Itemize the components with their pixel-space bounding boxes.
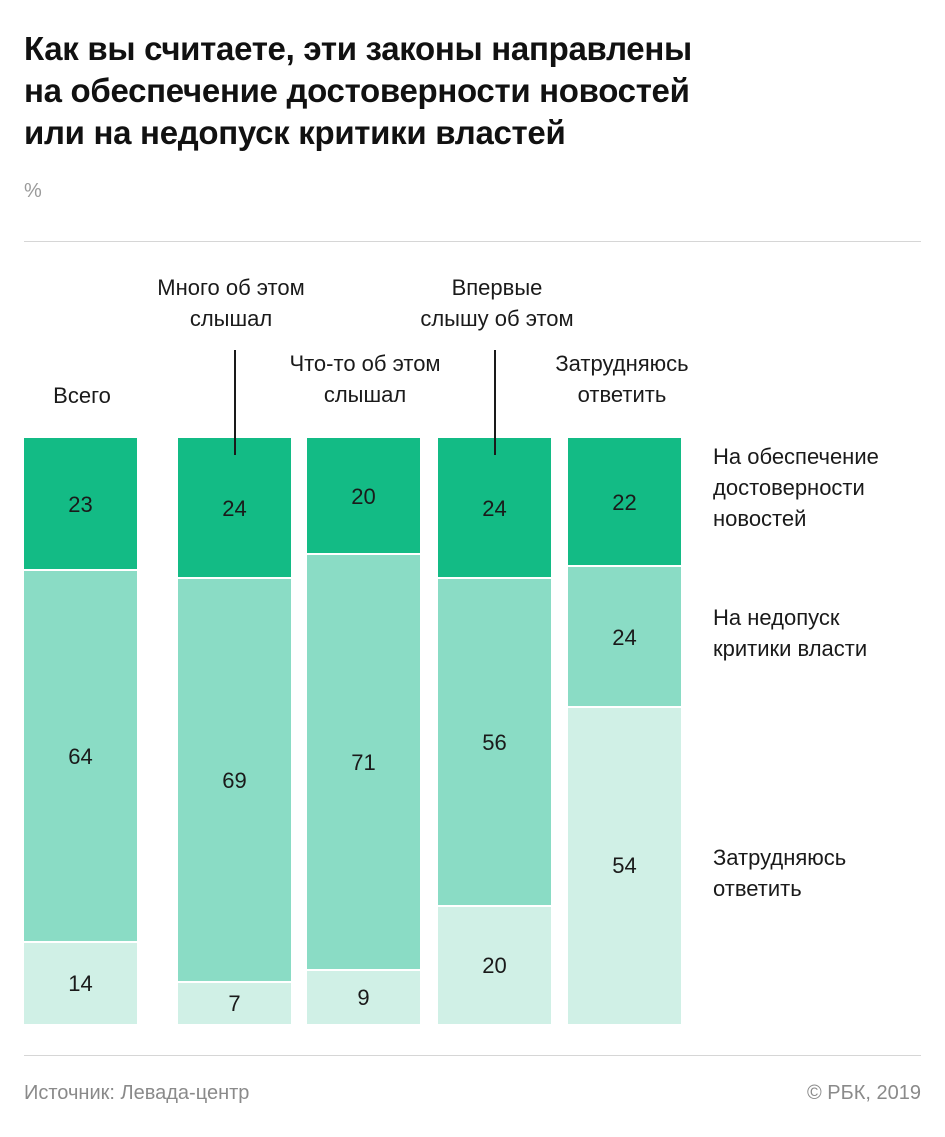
bar-1-segment-3 — [24, 943, 137, 1024]
bar-5-value-label-2: 24 — [612, 624, 637, 650]
legend-label-2: На недопуск критики власти — [713, 602, 867, 664]
legend-label-3: Затрудняюсь ответить — [713, 842, 846, 904]
bar-4-segment-1 — [438, 438, 551, 577]
bar-4-segment-3 — [438, 907, 551, 1024]
bar-5-segment-2 — [568, 567, 681, 706]
bar-1: 23 64 14 — [24, 438, 137, 1024]
legend-label-1-line-2: достоверности — [713, 475, 865, 500]
legend-label-1-line-3: новостей — [713, 506, 807, 531]
bar-2-segment-1 — [178, 438, 291, 577]
bar-3-segment-3 — [307, 971, 420, 1024]
unit-label: % — [24, 180, 42, 202]
chart-title-line-2: на обеспечение достоверности новостей — [24, 72, 690, 109]
bar-1-value-label-1: 23 — [68, 491, 93, 517]
category-label-3-line-2: слышал — [323, 382, 407, 407]
category-label-2: Много об этом слышал — [131, 272, 331, 334]
bar-4-value-label-3: 20 — [482, 952, 507, 978]
category-label-5: Затрудняюсь ответить — [522, 348, 722, 410]
source-note: Источник: Левада-центр — [24, 1082, 250, 1104]
category-label-2-line-1: Много об этом — [157, 275, 305, 300]
category-label-1: Всего — [0, 380, 182, 411]
bar-2-value-label-3: 7 — [228, 990, 241, 1016]
bar-5-segment-3 — [568, 708, 681, 1024]
bar-1-value-label-3: 14 — [68, 970, 93, 996]
category-leader-line-4 — [493, 350, 496, 455]
bar-4-value-label-2: 56 — [482, 730, 507, 755]
legend-label-1: На обеспечение достоверности новостей — [713, 441, 879, 534]
bar-4: 24 56 20 — [438, 438, 551, 1024]
legend-label-1-line-1: На обеспечение — [713, 444, 879, 469]
bar-3: 20 71 9 — [307, 438, 420, 1024]
legend-label-3-line-2: ответить — [713, 876, 802, 901]
bar-5-value-label-1: 22 — [612, 489, 637, 515]
chart-title: Как вы считаете, эти законы направлены н… — [24, 28, 924, 154]
bar-1-segment-1 — [24, 438, 137, 569]
bar-1-value-label-2: 64 — [68, 744, 93, 769]
category-label-4: Впервые слышу об этом — [397, 272, 597, 334]
category-label-3-line-1: Что-то об этом — [289, 351, 441, 376]
bar-2-value-label-1: 24 — [222, 495, 247, 521]
category-label-2-line-2: слышал — [189, 306, 273, 331]
category-label-3: Что-то об этом слышал — [265, 348, 465, 410]
bar-2-value-label-2: 69 — [222, 768, 247, 793]
bar-2-segment-3 — [178, 983, 291, 1024]
category-label-4-line-2: слышу об этом — [420, 306, 574, 331]
chart-title-line-1: Как вы считаете, эти законы направлены — [24, 30, 692, 67]
bar-4-segment-2 — [438, 579, 551, 905]
category-label-4-line-1: Впервые — [451, 275, 543, 300]
bar-1-segment-2 — [24, 571, 137, 941]
bottom-divider — [24, 1055, 921, 1056]
bar-3-segment-2 — [307, 555, 420, 969]
legend-label-2-line-2: критики власти — [713, 636, 868, 661]
bar-3-value-label-3: 9 — [357, 984, 370, 1010]
chart-title-line-3: или на недопуск критики властей — [24, 114, 566, 151]
bar-4-value-label-1: 24 — [482, 495, 507, 521]
bar-3-segment-1 — [307, 438, 420, 553]
bar-2-segment-2 — [178, 579, 291, 981]
category-label-1-line-1: Всего — [53, 383, 111, 408]
bar-2: 24 69 7 — [178, 438, 291, 1024]
category-label-5-line-2: ответить — [577, 382, 667, 407]
bar-5-value-label-3: 54 — [612, 853, 637, 878]
top-divider — [24, 241, 921, 242]
category-label-5-line-1: Затрудняюсь — [555, 351, 689, 376]
bar-3-value-label-2: 71 — [351, 750, 376, 775]
copyright-note: © РБК, 2019 — [806, 1082, 921, 1104]
bar-5: 22 24 54 — [568, 438, 681, 1024]
legend-label-2-line-1: На недопуск — [713, 605, 840, 630]
bar-5-segment-1 — [568, 438, 681, 565]
legend-label-3-line-1: Затрудняюсь — [713, 845, 847, 870]
bar-3-value-label-1: 20 — [351, 483, 376, 509]
category-leader-line-2 — [233, 350, 236, 455]
